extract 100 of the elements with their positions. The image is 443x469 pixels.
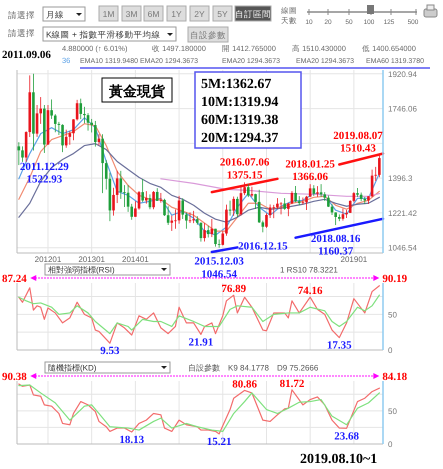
- candlestick: [228, 200, 232, 216]
- y-tick-label: 1046.54: [388, 244, 418, 253]
- annotation: 2015.12.03 1046.54: [194, 256, 244, 280]
- candlestick: [370, 169, 374, 198]
- candlestick: [90, 118, 93, 133]
- candlestick: [116, 170, 118, 204]
- text: 3M: [126, 9, 138, 19]
- annotation: 20M:1294.37: [201, 131, 278, 146]
- y-tick-label: 0: [388, 346, 393, 355]
- candlestick: [39, 96, 42, 124]
- candlestick: [64, 129, 68, 148]
- candlestick: [50, 99, 53, 120]
- annotation: 90.38: [2, 371, 28, 383]
- candlestick: [200, 222, 202, 242]
- y-tick-label: 0: [388, 440, 393, 449]
- candlestick: [120, 170, 122, 200]
- annotation: 60M:1319.38: [201, 113, 278, 128]
- candlestick: [290, 190, 294, 204]
- text: 自設參數: [190, 30, 226, 40]
- candlestick: [185, 212, 188, 230]
- candlestick: [94, 120, 97, 147]
- y-tick-label: 50: [388, 406, 398, 416]
- x-tick-label: 201401: [122, 255, 150, 264]
- candlestick: [378, 155, 381, 178]
- candlestick: [54, 114, 57, 133]
- candlestick: [21, 146, 24, 162]
- candlestick: [294, 186, 297, 203]
- annotation: 23.68: [334, 430, 360, 442]
- candlestick: [352, 192, 356, 203]
- candlestick: [156, 188, 159, 202]
- annotation: 2018.08.16 1160.37: [310, 233, 361, 258]
- annotation: 17.35: [326, 340, 352, 352]
- candlestick: [145, 190, 148, 204]
- candlestick: [130, 203, 134, 220]
- annotation: 15.21: [206, 436, 232, 448]
- candlestick: [221, 230, 224, 246]
- annotation: 2016.12.15: [238, 240, 288, 252]
- annotation: 80.86: [232, 378, 258, 390]
- candlestick: [79, 98, 82, 120]
- text: 2Y: [194, 9, 206, 19]
- annotation: 21.91: [188, 336, 214, 348]
- candlestick: [36, 104, 38, 138]
- y-tick-label: 1221.42: [388, 208, 418, 218]
- text: 6M: [148, 9, 160, 19]
- annotation: 90.19: [382, 273, 408, 285]
- annotation: 10M:1319.94: [201, 95, 278, 110]
- text: 1 RS10 78.3221: [280, 266, 338, 274]
- candlestick: [206, 225, 210, 238]
- text: 隨機指標(KD): [48, 364, 97, 372]
- candlestick: [68, 130, 72, 146]
- annotation: 84.18: [382, 371, 408, 383]
- annotation: 74.16: [298, 285, 324, 298]
- candlestick: [225, 204, 228, 236]
- candlestick: [320, 184, 322, 198]
- candlestick: [240, 184, 242, 216]
- annotation: 18.13: [119, 434, 145, 446]
- candlestick: [178, 196, 180, 224]
- candlestick: [170, 215, 174, 232]
- text: 自訂區間: [235, 9, 271, 19]
- candlestick: [152, 190, 155, 210]
- candlestick: [18, 142, 20, 166]
- text: 2019.08.10~1: [300, 452, 378, 467]
- candlestick: [210, 218, 214, 238]
- x-tick-label: 201201: [34, 255, 62, 264]
- candlestick: [236, 196, 239, 218]
- candlestick: [308, 184, 312, 198]
- candlestick: [181, 198, 184, 220]
- candlestick: [246, 184, 250, 198]
- candlestick: [287, 202, 290, 217]
- x-tick-label: 201901: [340, 255, 368, 264]
- text: 相對強弱指標(RSI): [48, 266, 115, 274]
- annotation: 9.53: [100, 345, 120, 358]
- text: 1M: [102, 9, 114, 19]
- candlestick: [160, 192, 162, 204]
- text: 月線: [46, 10, 64, 20]
- text: 1Y: [171, 9, 182, 19]
- candlestick: [112, 187, 115, 216]
- annotation: 87.24: [2, 273, 28, 285]
- text: 2011.09.06: [2, 49, 52, 61]
- candlestick: [254, 193, 257, 210]
- candlestick: [258, 189, 260, 224]
- candlestick: [232, 196, 235, 216]
- text: 5Y: [217, 9, 228, 19]
- text: 請選擇: [8, 10, 35, 20]
- candlestick: [334, 212, 337, 226]
- candlestick: [104, 160, 108, 190]
- text: K線圖 + 指數平滑移動平均線: [46, 30, 160, 40]
- line-series: [18, 294, 380, 334]
- text: 黃金現貨: [108, 84, 165, 100]
- annotation: 2016.07.06 1375.15: [220, 156, 270, 182]
- candlestick: [276, 198, 279, 210]
- candlestick: [214, 228, 217, 248]
- annotation: 2019.08.07 1510.43: [333, 130, 384, 154]
- text: 請選擇: [8, 28, 35, 38]
- y-tick-label: 1396.3: [388, 174, 414, 184]
- text: D9 75.2666: [276, 364, 319, 372]
- candlestick: [342, 208, 344, 221]
- annotation: 76.89: [221, 283, 247, 296]
- annotation: 2018.01.25 1366.06: [285, 158, 336, 184]
- x-tick-label: 201301: [78, 255, 106, 264]
